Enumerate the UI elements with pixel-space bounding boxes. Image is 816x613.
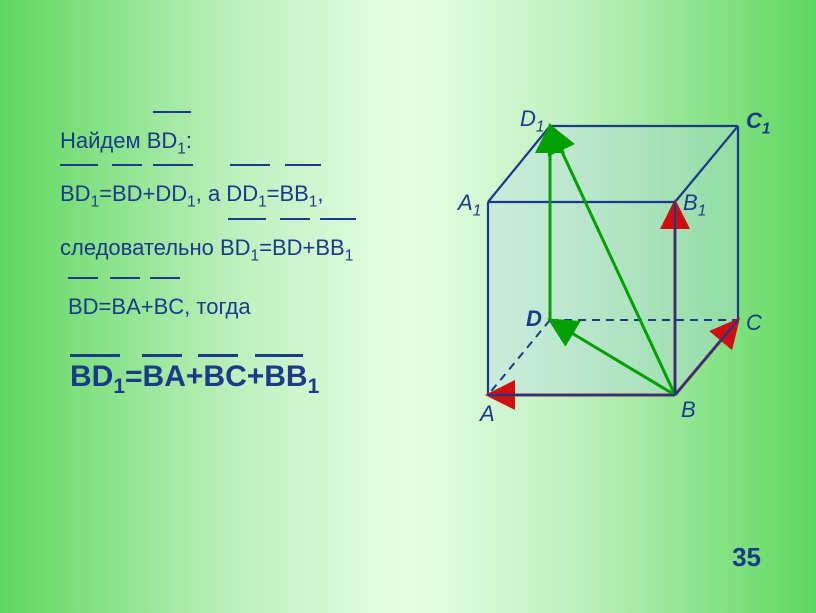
line-4: BD=BA+BC, тогда (68, 281, 460, 334)
ov (230, 164, 270, 166)
ov (142, 354, 182, 357)
ov (285, 164, 321, 166)
ov (320, 218, 356, 220)
ov (150, 277, 180, 279)
t: , (317, 181, 323, 206)
t: BD (70, 360, 113, 393)
ov (153, 164, 193, 166)
ov (68, 277, 98, 279)
t: Найдем BD (60, 128, 177, 153)
vertex-label: B1 (683, 190, 706, 220)
t: BD (60, 181, 91, 206)
ov (110, 277, 140, 279)
derivation-text: Найдем BD1: BD1=BD+DD1, а DD1=BB1, следо… (60, 115, 460, 334)
ov (228, 218, 266, 220)
page-number: 35 (732, 542, 761, 573)
vertex-label: C1 (746, 108, 770, 138)
ov (280, 218, 310, 220)
t: =BB (267, 181, 309, 206)
vertex-label: A (480, 401, 495, 427)
ov (112, 164, 142, 166)
ov (70, 354, 120, 357)
s: 1 (177, 140, 186, 157)
s: 1 (187, 194, 196, 211)
vertex-label: C (746, 310, 762, 336)
cube-svg (450, 90, 770, 430)
vertex-label: A1 (458, 190, 481, 220)
vertex-label: D1 (520, 106, 544, 136)
s: 1 (113, 375, 125, 398)
t: =BD+BB (259, 235, 345, 260)
t: =BA+BC+BB (125, 360, 308, 393)
s: 1 (345, 247, 354, 264)
vertex-label: B (681, 397, 696, 423)
t: BD=BA+BC, тогда (68, 294, 251, 319)
s: 1 (308, 375, 320, 398)
t: =BD+DD (99, 181, 187, 206)
s: 1 (258, 194, 267, 211)
ov (198, 354, 238, 357)
line-2: BD1=BD+DD1, а DD1=BB1, (60, 168, 460, 221)
s: 1 (251, 247, 260, 264)
ov (60, 164, 98, 166)
line-3: следовательно BD1=BD+BB1 (60, 222, 460, 275)
t: : (186, 128, 192, 153)
cube-diagram: A B C D A1 B1 C1 D1 (450, 90, 770, 430)
t: следовательно BD (60, 235, 251, 260)
t: , а DD (196, 181, 258, 206)
vertex-label: D (526, 306, 542, 332)
ov (153, 111, 191, 113)
ov (255, 354, 303, 357)
s: 1 (91, 194, 100, 211)
line-1: Найдем BD1: (60, 115, 460, 168)
result-formula: BD1=BA+BC+BB1 (70, 360, 319, 399)
